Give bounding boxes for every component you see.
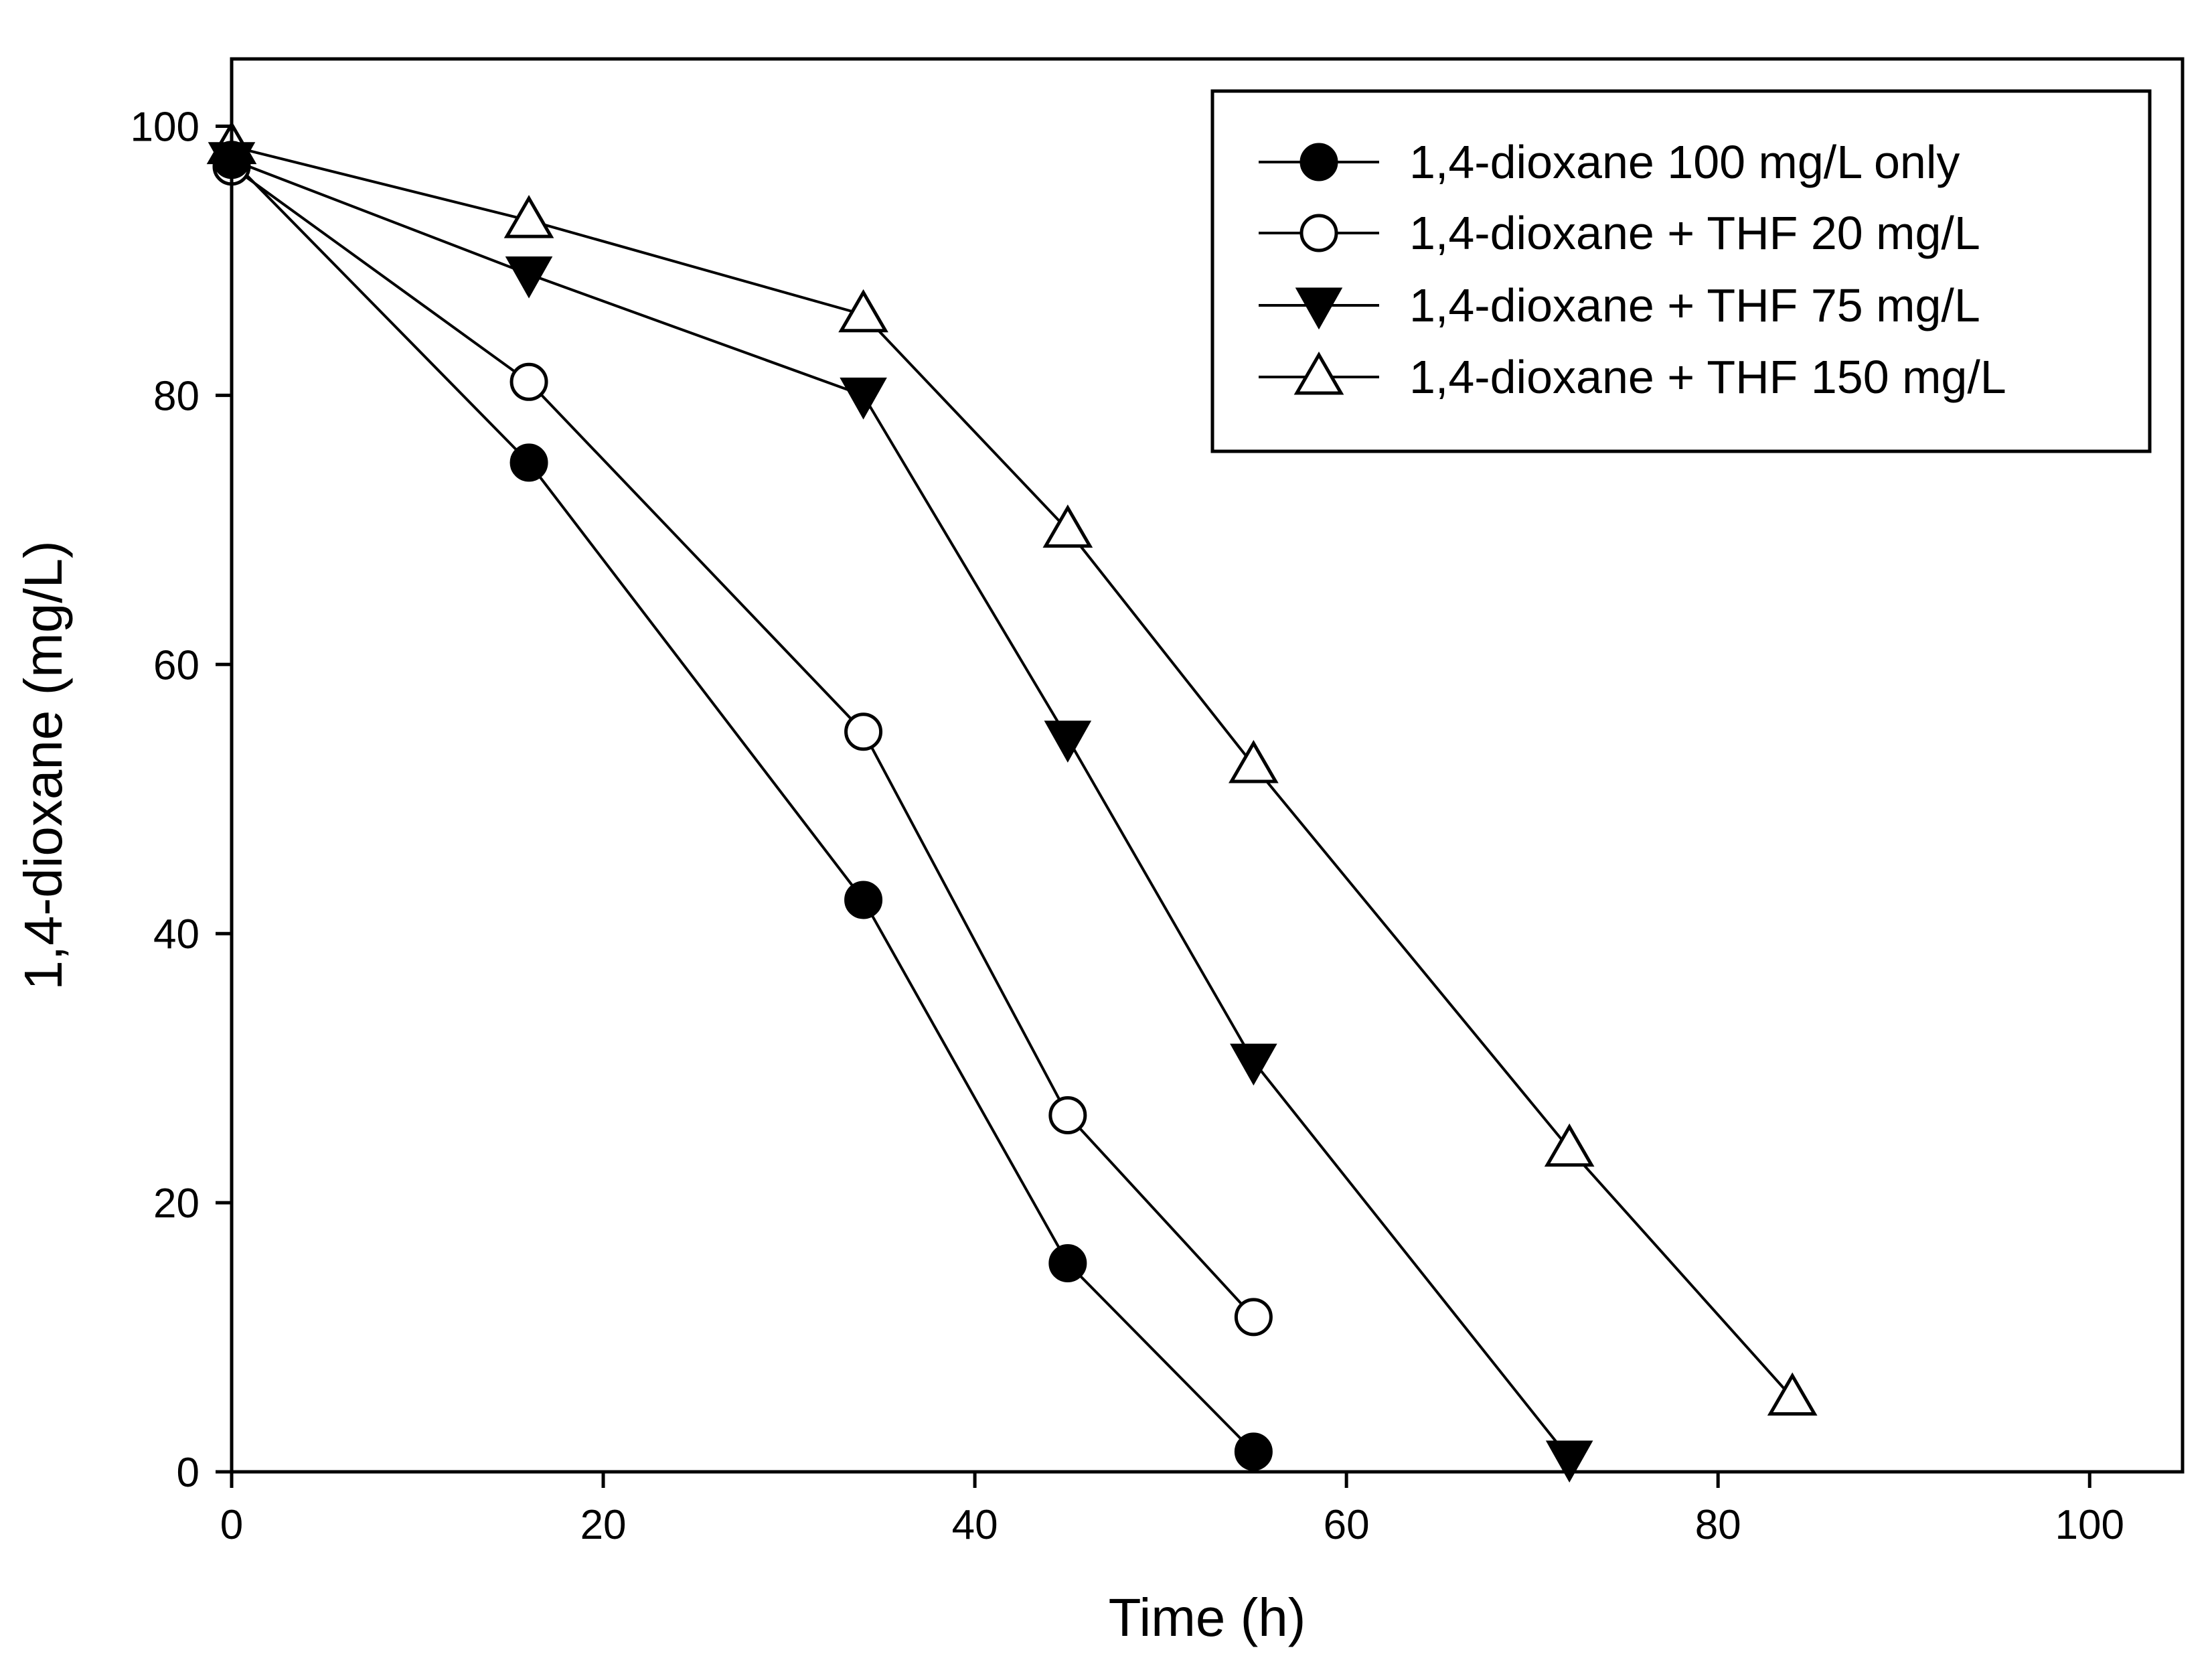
legend-box xyxy=(1210,89,2152,453)
y-tick-label: 60 xyxy=(153,642,200,688)
x-tick-label: 100 xyxy=(2055,1502,2124,1548)
data-point xyxy=(1229,740,1279,783)
legend-marker xyxy=(1299,143,1338,181)
data-point xyxy=(1048,1095,1087,1134)
series-4-points xyxy=(206,121,1818,1416)
x-tick-label: 40 xyxy=(952,1502,998,1548)
y-tick-label: 80 xyxy=(153,373,200,419)
legend-marker xyxy=(1295,287,1343,330)
legend-label: 1,4-dioxane + THF 150 mg/L xyxy=(1409,351,2006,403)
data-point xyxy=(1544,1123,1595,1167)
data-point xyxy=(1545,1440,1593,1483)
x-axis: 0 20 40 60 80 100 xyxy=(220,1472,2124,1548)
legend: 1,4-dioxane 100 mg/L only 1,4-dioxane + … xyxy=(1210,89,2152,453)
legend-marker-shape xyxy=(1299,214,1338,252)
data-point xyxy=(509,362,548,401)
x-axis-title: Time (h) xyxy=(1109,1588,1306,1647)
legend-marker-shape xyxy=(1295,287,1343,330)
y-axis-title: 1,4-dioxane (mg/L) xyxy=(13,540,73,990)
y-tick-label: 0 xyxy=(177,1450,200,1496)
data-point xyxy=(509,443,548,482)
legend-item-3: 1,4-dioxane + THF 75 mg/L xyxy=(1259,279,1980,331)
data-point xyxy=(840,377,887,420)
legend-marker-shape xyxy=(1293,352,1344,395)
y-tick-label: 100 xyxy=(131,104,200,150)
data-point xyxy=(1048,1244,1087,1283)
data-point xyxy=(505,256,553,299)
x-tick-label: 60 xyxy=(1324,1502,1370,1548)
legend-marker-shape xyxy=(1299,143,1338,181)
y-tick-label: 40 xyxy=(153,911,200,958)
data-point xyxy=(838,289,888,333)
legend-label: 1,4-dioxane 100 mg/L only xyxy=(1409,136,1960,188)
data-point xyxy=(844,881,883,919)
data-point xyxy=(1234,1432,1273,1471)
plot-area-frame xyxy=(230,57,2185,1474)
legend-label: 1,4-dioxane + THF 75 mg/L xyxy=(1409,279,1980,331)
x-tick-label: 0 xyxy=(220,1502,243,1548)
legend-marker xyxy=(1299,214,1338,252)
data-point xyxy=(1042,504,1093,548)
y-axis: 0 20 40 60 80 100 xyxy=(131,104,232,1496)
data-point xyxy=(1767,1372,1818,1416)
series-3 xyxy=(231,158,1571,1460)
legend-item-2: 1,4-dioxane + THF 20 mg/L xyxy=(1259,207,1980,259)
y-tick-label: 20 xyxy=(153,1181,200,1227)
data-point xyxy=(844,712,883,751)
data-point xyxy=(1234,1298,1273,1337)
legend-item-4: 1,4-dioxane + THF 150 mg/L xyxy=(1259,351,2006,403)
legend-item-1: 1,4-dioxane 100 mg/L only xyxy=(1259,136,1960,188)
legend-marker xyxy=(1293,352,1344,395)
data-point xyxy=(1230,1043,1277,1086)
data-point xyxy=(503,195,554,238)
series-line xyxy=(231,158,1571,1460)
series-layer xyxy=(206,121,1818,1483)
x-tick-label: 20 xyxy=(580,1502,627,1548)
x-tick-label: 80 xyxy=(1695,1502,1741,1548)
data-point xyxy=(1044,721,1092,763)
legend-label: 1,4-dioxane + THF 20 mg/L xyxy=(1409,207,1980,259)
